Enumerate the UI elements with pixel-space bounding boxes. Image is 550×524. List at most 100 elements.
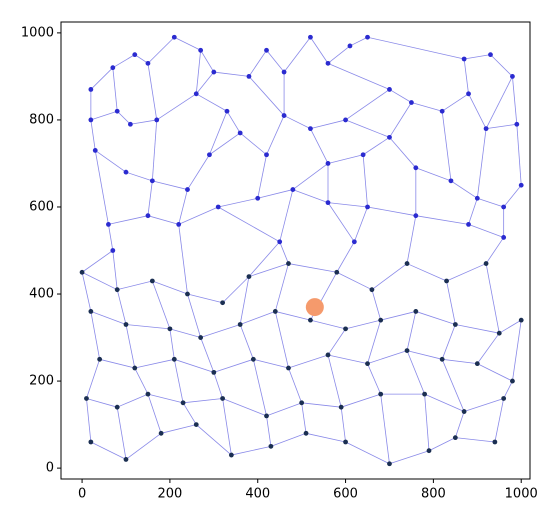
node — [518, 182, 524, 188]
node — [193, 422, 199, 427]
node — [198, 47, 204, 53]
edge — [95, 150, 127, 173]
edge — [485, 237, 504, 264]
edge — [406, 215, 417, 264]
node — [149, 278, 155, 284]
node — [404, 348, 410, 354]
edge — [310, 319, 346, 330]
edge — [485, 263, 500, 334]
edge — [156, 93, 197, 121]
edge — [349, 36, 368, 47]
edge — [169, 328, 201, 338]
node — [171, 356, 177, 362]
edge — [327, 154, 364, 164]
edge — [327, 328, 346, 356]
edge — [446, 263, 487, 282]
edge — [288, 354, 329, 369]
edge — [367, 363, 382, 395]
edge — [301, 402, 342, 408]
edge — [327, 202, 368, 208]
edge — [503, 184, 522, 208]
node — [88, 309, 94, 314]
node — [88, 439, 94, 445]
edge — [239, 276, 250, 325]
edge — [147, 215, 179, 225]
edge — [454, 411, 465, 438]
edge — [187, 293, 223, 304]
edge — [213, 71, 250, 77]
node — [123, 322, 129, 327]
edge — [86, 359, 101, 399]
edge — [90, 119, 96, 151]
node — [281, 113, 287, 118]
edge — [371, 263, 408, 290]
edge — [503, 380, 513, 399]
edge — [279, 189, 294, 242]
edges — [81, 36, 522, 465]
edge — [222, 398, 232, 456]
edge — [195, 71, 215, 95]
edge — [424, 394, 430, 451]
x-tick-label: 1000 — [505, 487, 538, 502]
plot-frame — [60, 21, 531, 480]
edge — [147, 394, 162, 434]
edge — [248, 76, 285, 116]
edge — [183, 398, 223, 404]
edge — [441, 359, 465, 412]
node — [474, 195, 480, 201]
edge — [327, 62, 390, 90]
edge — [222, 398, 267, 417]
edge — [112, 67, 118, 112]
edge — [116, 110, 131, 125]
edge — [209, 111, 228, 155]
edge — [178, 189, 188, 225]
edge — [494, 398, 505, 443]
edge — [270, 432, 307, 447]
edge — [147, 63, 158, 120]
node — [211, 369, 217, 375]
node — [228, 452, 234, 458]
node — [325, 60, 331, 66]
edge — [94, 150, 109, 225]
edge — [389, 102, 412, 138]
node — [220, 396, 226, 401]
edge — [151, 280, 171, 329]
edge — [367, 350, 408, 365]
edge — [187, 154, 210, 190]
edge — [490, 54, 513, 77]
edge — [415, 167, 452, 182]
edge — [117, 393, 149, 408]
node — [264, 152, 269, 158]
node — [97, 356, 103, 362]
node — [338, 404, 344, 410]
edge — [125, 171, 153, 182]
edge — [485, 76, 513, 129]
node — [466, 91, 471, 97]
edge — [477, 197, 504, 208]
node — [325, 352, 331, 358]
node — [180, 400, 186, 406]
node — [79, 269, 85, 275]
edge — [283, 36, 311, 73]
edge — [108, 224, 114, 251]
edge — [125, 324, 170, 330]
node — [422, 391, 428, 397]
edge — [450, 180, 478, 199]
edge — [389, 137, 417, 169]
node — [145, 213, 151, 219]
node — [343, 326, 348, 332]
node — [246, 274, 252, 280]
node — [334, 269, 340, 275]
edge — [415, 215, 469, 225]
edge — [99, 358, 135, 369]
edge — [345, 89, 390, 121]
node — [220, 300, 226, 306]
node — [409, 100, 414, 105]
node — [461, 409, 467, 414]
edge — [112, 250, 118, 290]
node — [518, 317, 524, 323]
node — [268, 443, 274, 449]
node — [84, 396, 89, 401]
edge — [512, 320, 522, 382]
edge — [90, 110, 118, 121]
